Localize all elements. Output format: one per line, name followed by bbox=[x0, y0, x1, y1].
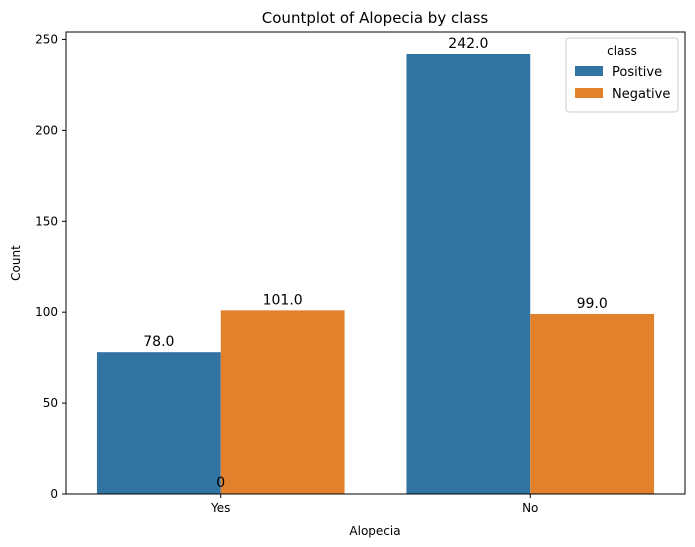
data-label-yes-positive: 78.0 bbox=[143, 334, 174, 350]
bar-no-positive bbox=[406, 54, 531, 494]
plot-frame bbox=[65, 31, 686, 495]
x-axis-label: Alopecia bbox=[349, 524, 400, 538]
y-tick-label: 150 bbox=[35, 214, 58, 228]
y-tick-label: 100 bbox=[35, 305, 58, 319]
legend: class Positive Negative bbox=[565, 37, 679, 113]
legend-title: class bbox=[607, 44, 637, 58]
data-label-no-negative: 99.0 bbox=[577, 296, 608, 312]
plot-area: 78.0 242.0 101.0 99.0 0 bbox=[96, 36, 655, 494]
legend-label-negative: Negative bbox=[612, 87, 670, 102]
data-label-yes-negative: 101.0 bbox=[263, 292, 303, 308]
y-tick-label: 250 bbox=[35, 32, 58, 46]
bar-yes-positive bbox=[96, 352, 221, 494]
y-tick-label: 50 bbox=[43, 396, 58, 410]
legend-swatch-positive bbox=[575, 66, 603, 76]
y-tick-label: 200 bbox=[35, 123, 58, 137]
y-tick-label: 0 bbox=[50, 487, 58, 501]
bar-yes-negative bbox=[220, 310, 345, 494]
data-label-extra: 0 bbox=[216, 475, 225, 491]
legend-label-positive: Positive bbox=[612, 65, 662, 80]
x-tick-label: Yes bbox=[210, 501, 230, 515]
bar-no-negative bbox=[530, 314, 655, 494]
y-axis-label: Count bbox=[9, 245, 23, 281]
x-tick-label: No bbox=[522, 501, 538, 515]
chart-title: Countplot of Alopecia by class bbox=[262, 9, 489, 27]
data-label-no-positive: 242.0 bbox=[448, 36, 488, 52]
legend-swatch-negative bbox=[575, 88, 603, 98]
